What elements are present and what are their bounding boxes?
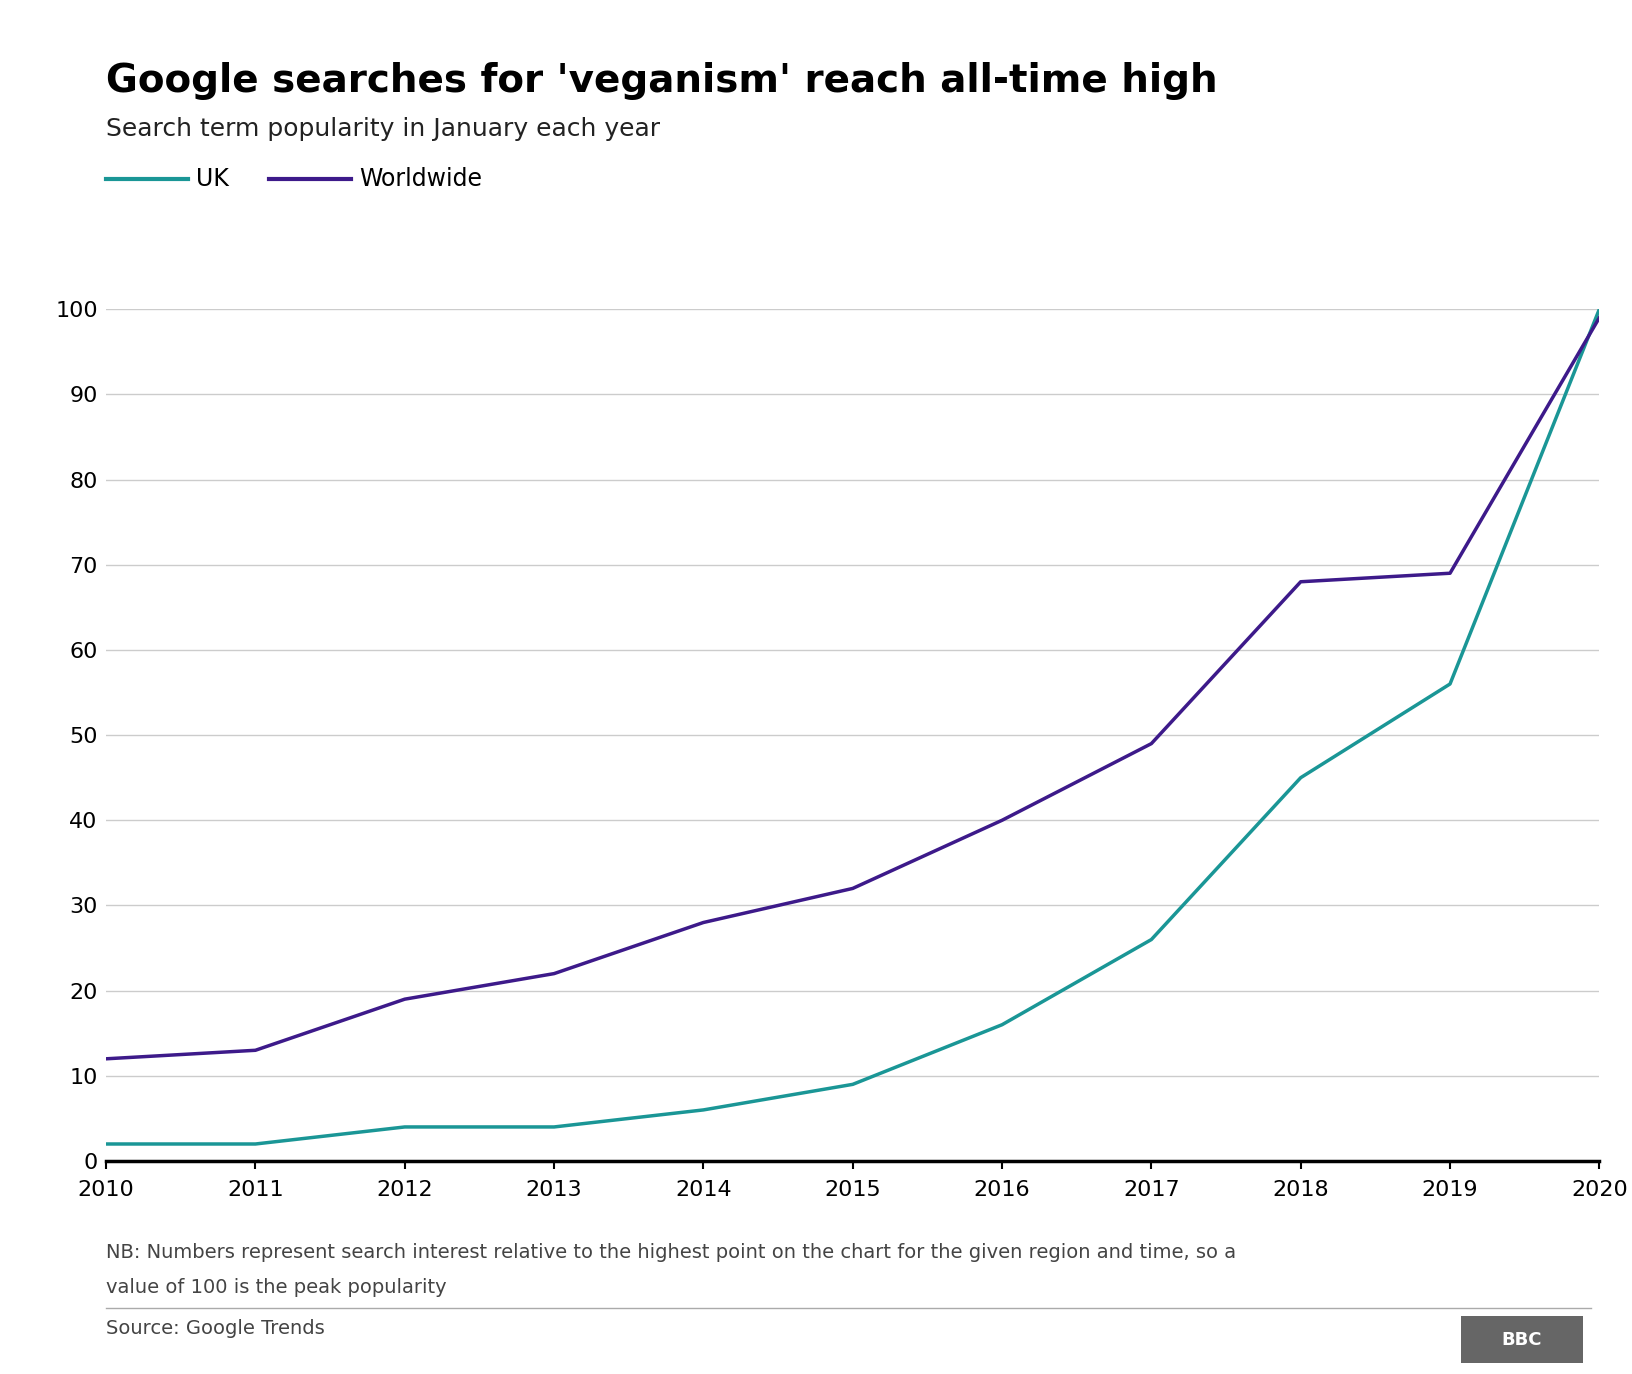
Text: NB: Numbers represent search interest relative to the highest point on the chart: NB: Numbers represent search interest re… — [106, 1243, 1235, 1263]
Text: Search term popularity in January each year: Search term popularity in January each y… — [106, 117, 661, 140]
Text: UK: UK — [196, 166, 228, 191]
Text: Worldwide: Worldwide — [359, 166, 481, 191]
Text: value of 100 is the peak popularity: value of 100 is the peak popularity — [106, 1278, 447, 1297]
Text: BBC: BBC — [1501, 1330, 1542, 1349]
Text: Google searches for 'veganism' reach all-time high: Google searches for 'veganism' reach all… — [106, 62, 1217, 100]
Text: Source: Google Trends: Source: Google Trends — [106, 1319, 325, 1338]
